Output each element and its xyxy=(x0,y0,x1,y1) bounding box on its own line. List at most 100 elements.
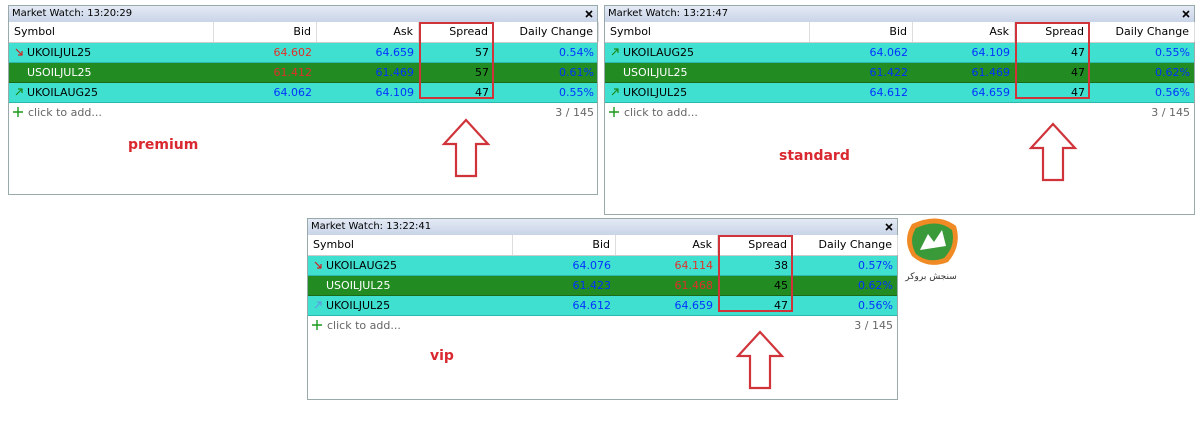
highlight-box xyxy=(419,22,494,99)
up-arrow-svg xyxy=(735,330,785,390)
title-bar: Market Watch: 13:21:47 xyxy=(605,6,1194,22)
spread: 47 xyxy=(1071,86,1085,99)
quote-row[interactable]: USOILJUL25 61.423 61.468 45 0.62% xyxy=(308,276,897,296)
column-header: Daily Change xyxy=(494,22,599,42)
add-icon-svg xyxy=(609,107,619,117)
bid: 64.076 xyxy=(572,259,612,272)
trend-icon xyxy=(313,260,323,270)
add-icon-svg xyxy=(312,320,322,330)
ask: 64.659 xyxy=(971,86,1011,99)
ask: 61.468 xyxy=(674,279,714,292)
daily-change: 0.56% xyxy=(1155,86,1190,99)
column-header: Bid xyxy=(214,22,317,42)
add-icon xyxy=(609,107,619,117)
symbol: UKOILAUG25 xyxy=(623,46,695,59)
header-row: Symbol Bid Ask Spread Daily Change xyxy=(9,22,599,43)
quote-row[interactable]: UKOILAUG25 64.076 64.114 38 0.57% xyxy=(308,256,897,276)
column-header: Symbol xyxy=(605,22,810,42)
quote-row[interactable]: USOILJUL25 61.412 61.469 57 0.61% xyxy=(9,63,597,83)
logo-icon xyxy=(907,218,958,265)
ask: 64.109 xyxy=(375,86,415,99)
add-icon xyxy=(312,320,322,330)
daily-change: 0.62% xyxy=(1155,66,1190,79)
header-row: Symbol Bid Ask Spread Daily Change xyxy=(308,235,898,256)
click-to-add[interactable]: click to add... xyxy=(624,106,698,119)
footer-row: click to add... 3 / 145 xyxy=(9,103,597,122)
market-watch-panel: Market Watch: 13:21:47 Symbol Bid Ask Spread… xyxy=(604,5,1195,215)
annotation-label: premium xyxy=(128,137,199,153)
trend-icon-svg xyxy=(611,88,619,96)
symbol: USOILJUL25 xyxy=(27,66,92,79)
annotation-label: vip xyxy=(430,348,454,364)
close-button[interactable] xyxy=(1182,10,1190,18)
ask: 64.659 xyxy=(674,299,714,312)
symbol: USOILJUL25 xyxy=(326,279,391,292)
highlight-box xyxy=(1015,22,1090,99)
market-watch-panel: Market Watch: 13:22:41 Symbol Bid Ask Spread… xyxy=(307,218,898,400)
column-header: Ask xyxy=(913,22,1015,42)
spread: 57 xyxy=(475,46,489,59)
daily-change: 0.54% xyxy=(559,46,594,59)
spread: 47 xyxy=(1071,66,1085,79)
ask: 64.659 xyxy=(375,46,415,59)
logo: سنجش بروکر xyxy=(898,216,964,286)
daily-change: 0.55% xyxy=(1155,46,1190,59)
quote-row[interactable]: USOILJUL25 61.422 61.469 47 0.62% xyxy=(605,63,1194,83)
trend-icon-svg xyxy=(314,261,322,269)
close-button-svg xyxy=(1182,10,1190,18)
symbol-count: 3 / 145 xyxy=(854,319,893,332)
click-to-add[interactable]: click to add... xyxy=(327,319,401,332)
title-bar: Market Watch: 13:20:29 xyxy=(9,6,597,22)
quote-row[interactable]: UKOILAUG25 64.062 64.109 47 0.55% xyxy=(605,43,1194,63)
column-header: Ask xyxy=(616,235,718,255)
bid: 64.602 xyxy=(273,46,313,59)
close-button-svg xyxy=(585,10,593,18)
add-icon-svg xyxy=(13,107,23,117)
spread: 47 xyxy=(1071,46,1085,59)
column-header: Bid xyxy=(513,235,616,255)
trend-icon xyxy=(610,47,620,57)
trend-icon-svg xyxy=(611,48,619,56)
symbol: UKOILAUG25 xyxy=(27,86,99,99)
column-header: Symbol xyxy=(308,235,513,255)
column-header: Daily Change xyxy=(793,235,898,255)
daily-change: 0.61% xyxy=(559,66,594,79)
footer-row: click to add... 3 / 145 xyxy=(308,316,897,335)
daily-change: 0.56% xyxy=(858,299,893,312)
close-button[interactable] xyxy=(885,223,893,231)
add-icon xyxy=(13,107,23,117)
click-to-add[interactable]: click to add... xyxy=(28,106,102,119)
symbol: USOILJUL25 xyxy=(623,66,688,79)
column-header: Symbol xyxy=(9,22,214,42)
daily-change: 0.62% xyxy=(858,279,893,292)
trend-icon xyxy=(14,47,24,57)
symbol: UKOILJUL25 xyxy=(623,86,688,99)
bid: 64.612 xyxy=(869,86,909,99)
spread: 38 xyxy=(774,259,788,272)
column-header: Daily Change xyxy=(1090,22,1195,42)
close-button-svg xyxy=(885,223,893,231)
footer-row: click to add... 3 / 145 xyxy=(605,103,1194,122)
spread: 45 xyxy=(774,279,788,292)
quote-row[interactable]: UKOILAUG25 64.062 64.109 47 0.55% xyxy=(9,83,597,103)
market-watch-panel: Market Watch: 13:20:29 Symbol Bid Ask Spread… xyxy=(8,5,599,195)
symbol: UKOILJUL25 xyxy=(27,46,92,59)
spread: 47 xyxy=(774,299,788,312)
close-button[interactable] xyxy=(585,10,593,18)
quote-row[interactable]: UKOILJUL25 64.612 64.659 47 0.56% xyxy=(308,296,897,316)
quote-row[interactable]: UKOILJUL25 64.612 64.659 47 0.56% xyxy=(605,83,1194,103)
ask: 64.109 xyxy=(971,46,1011,59)
bid: 61.412 xyxy=(273,66,313,79)
quote-row[interactable]: UKOILJUL25 64.602 64.659 57 0.54% xyxy=(9,43,597,63)
up-arrow xyxy=(735,330,785,390)
up-arrow-svg xyxy=(441,118,491,178)
spread: 57 xyxy=(475,66,489,79)
daily-change: 0.55% xyxy=(559,86,594,99)
spread: 47 xyxy=(475,86,489,99)
trend-icon xyxy=(14,87,24,97)
bid: 61.422 xyxy=(869,66,909,79)
column-header: Ask xyxy=(317,22,419,42)
symbol: UKOILJUL25 xyxy=(326,299,391,312)
up-arrow xyxy=(1028,122,1078,182)
